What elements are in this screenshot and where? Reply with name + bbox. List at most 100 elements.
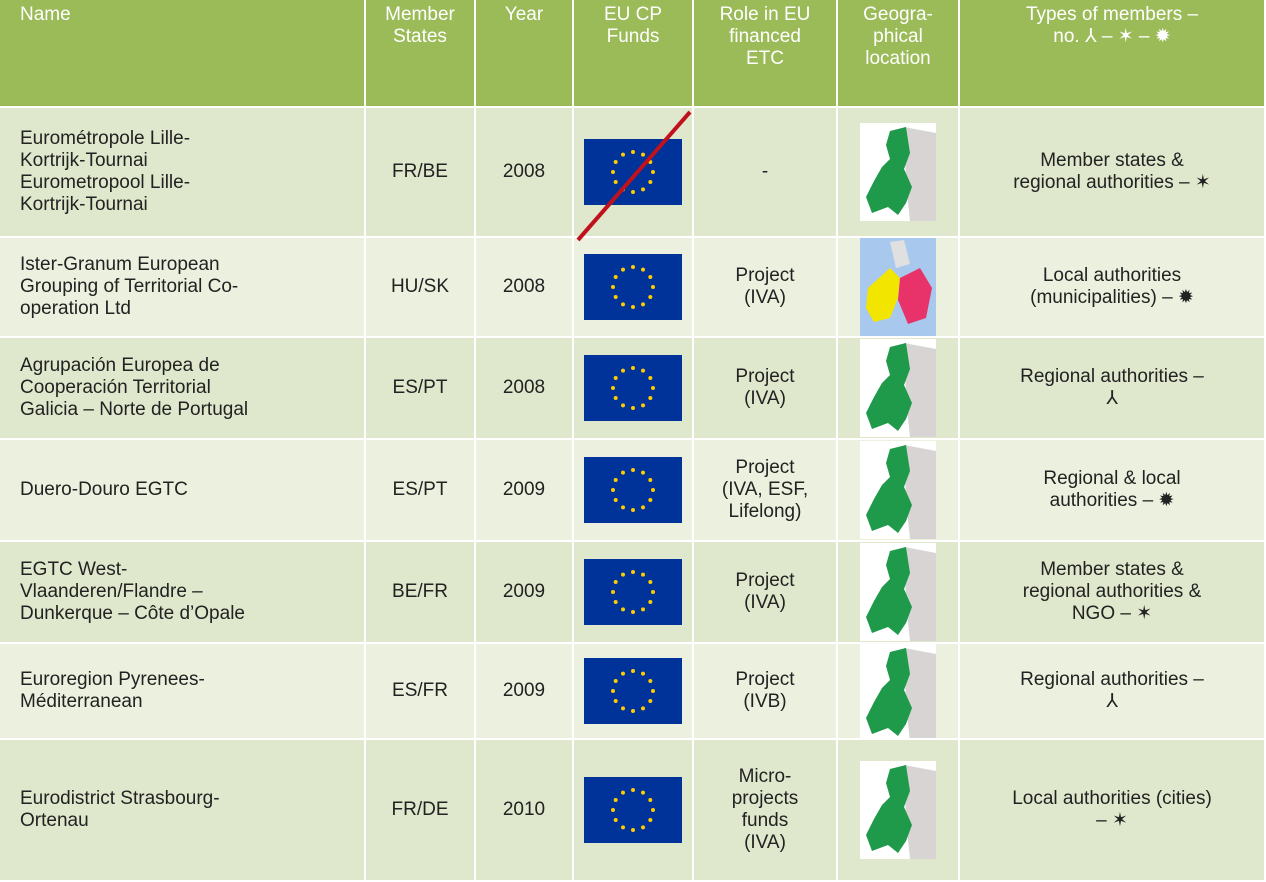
text-line: Regional & local (1043, 468, 1181, 489)
year-cell: 2009 (476, 644, 574, 740)
text-line: Project (735, 366, 795, 387)
flag-star (613, 580, 618, 584)
year-cell: 2009 (476, 542, 574, 644)
flag-cell (574, 542, 694, 644)
role-cell: Micro-projects funds (IVA) (694, 740, 838, 882)
flag-star (621, 572, 625, 577)
text-line: Project (735, 265, 795, 286)
flag-star (648, 275, 653, 279)
flag-star (641, 187, 645, 192)
text-line: EGTC West- (20, 559, 128, 580)
text-line: - (761, 161, 769, 182)
flag-star (631, 265, 635, 269)
text-line: ES/FR (392, 680, 448, 701)
flag-star (631, 669, 635, 673)
map-cell (838, 238, 960, 338)
header-cell: Year (476, 0, 574, 108)
text-line: 2009 (502, 680, 546, 701)
states-cell: BE/FR (366, 542, 476, 644)
flag-star (651, 590, 655, 594)
flag-star (611, 808, 615, 812)
eu-flag (584, 658, 682, 724)
types-cell: Member states & regional authorities – ✶ (960, 108, 1266, 238)
flag-star (611, 689, 615, 693)
states-cell: ES/PT (366, 440, 476, 542)
header-cell: Name (0, 0, 366, 108)
text-line: Ortenau (20, 810, 89, 831)
text-line: HU/SK (390, 276, 450, 297)
text-line: 2009 (502, 581, 546, 602)
text-line: Project (735, 570, 795, 591)
map-region (904, 547, 936, 641)
role-cell: Project (IVA) (694, 238, 838, 338)
role-cell: Project (IVB) (694, 644, 838, 740)
year-cell: 2008 (476, 238, 574, 338)
text-line: Micro- (738, 766, 792, 787)
text-line: Project (735, 669, 795, 690)
text-line: Galicia – Norte de Portugal (20, 399, 249, 420)
text-line: 2008 (502, 161, 546, 182)
year-cell: 2009 (476, 440, 574, 542)
text-line: States (393, 26, 447, 47)
flag-star (641, 152, 645, 157)
text-line: Local authorities (1042, 265, 1182, 286)
name-cell: Agrupación Europea de Cooperación Territo… (0, 338, 366, 440)
flag-cell (574, 108, 694, 238)
name-cell: Eurodistrict Strasbourg- Ortenau (0, 740, 366, 882)
text-line: Ister-Granum European (20, 254, 220, 275)
eu-flag (584, 139, 682, 205)
flag-star (621, 187, 625, 192)
text-line: Dunkerque – Côte d’Opale (20, 603, 245, 624)
flag-star (631, 610, 635, 614)
map-cell (838, 740, 960, 882)
text-line: Eurodistrict Strasbourg- (20, 788, 220, 809)
eu-flag (584, 777, 682, 843)
flag-star (621, 505, 625, 510)
eu-flag (584, 254, 682, 320)
flag-star (641, 790, 645, 795)
eu-map (860, 238, 936, 336)
text-line: ETC (746, 48, 784, 69)
flag-star (613, 498, 618, 502)
flag-cell (574, 338, 694, 440)
flag-star (648, 376, 653, 380)
flag-star (641, 267, 645, 272)
flag-cell (574, 238, 694, 338)
text-line: (IVA) (744, 287, 786, 308)
flag-star (621, 607, 625, 612)
header-cell: Geogra-phical location (838, 0, 960, 108)
map-region (866, 268, 900, 322)
text-line: (IVB) (743, 691, 787, 712)
map-cell (838, 542, 960, 644)
header-cell: Types of members – no. ⅄ – ✶ – ✹ (960, 0, 1266, 108)
text-line: 2008 (502, 276, 546, 297)
text-line: Year (504, 4, 544, 25)
eu-flag (584, 559, 682, 625)
flag-cell (574, 440, 694, 542)
flag-star (631, 709, 635, 713)
text-line: Eurométropole Lille- (20, 128, 191, 149)
text-line: (IVA) (744, 592, 786, 613)
text-line: ES/PT (392, 377, 448, 398)
flag-star (613, 376, 618, 380)
flag-star (621, 302, 625, 307)
text-line: Kortrijk-Tournai (20, 150, 148, 171)
map-region (866, 547, 912, 635)
flag-field (584, 658, 682, 724)
flag-star (621, 790, 625, 795)
text-line: FR/DE (391, 799, 449, 820)
role-cell: Project (IVA, ESF, Lifelong) (694, 440, 838, 542)
flag-star (631, 366, 635, 370)
flag-star (641, 302, 645, 307)
text-line: – ✶ (1096, 810, 1128, 831)
map-region (904, 127, 936, 221)
flag-star (621, 368, 625, 373)
name-cell: Ister-Granum European Grouping of Territo… (0, 238, 366, 338)
text-line: Local authorities (cities) (1012, 788, 1212, 809)
flag-star (651, 386, 655, 390)
text-line: (IVA) (744, 388, 786, 409)
flag-star (611, 488, 615, 492)
flag-star (648, 498, 653, 502)
flag-field (584, 457, 682, 523)
